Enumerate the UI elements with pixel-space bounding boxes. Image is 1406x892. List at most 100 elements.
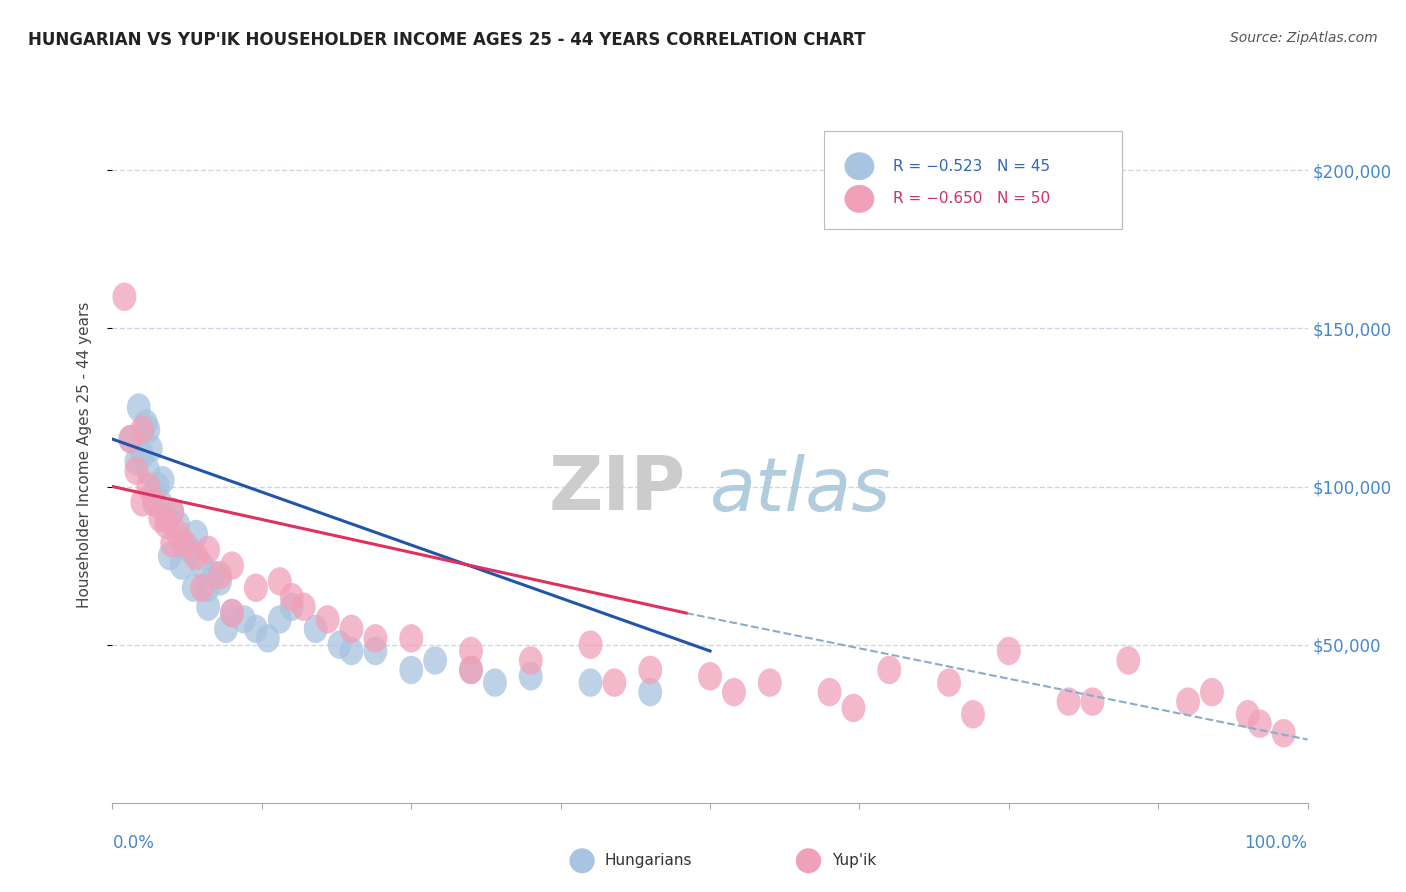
Ellipse shape [936,668,962,697]
Ellipse shape [1116,646,1140,674]
Ellipse shape [721,678,745,706]
Ellipse shape [170,551,194,580]
Ellipse shape [638,656,662,684]
Ellipse shape [190,551,214,580]
Ellipse shape [256,624,280,653]
Ellipse shape [1057,688,1080,715]
Ellipse shape [125,457,149,485]
Ellipse shape [399,624,423,653]
Ellipse shape [519,662,543,690]
Ellipse shape [179,535,202,564]
Text: 0.0%: 0.0% [112,834,155,852]
Ellipse shape [363,637,388,665]
Ellipse shape [155,510,179,539]
Ellipse shape [291,592,315,621]
Ellipse shape [267,567,292,596]
Ellipse shape [1080,688,1104,715]
Ellipse shape [197,574,219,602]
Ellipse shape [758,668,782,697]
Ellipse shape [280,583,304,612]
Ellipse shape [134,409,157,438]
Ellipse shape [340,615,363,643]
Ellipse shape [484,668,508,697]
Text: R = −0.523   N = 45: R = −0.523 N = 45 [893,159,1050,174]
Ellipse shape [208,567,232,596]
Ellipse shape [197,535,219,564]
Ellipse shape [190,574,214,602]
Ellipse shape [139,434,163,463]
Ellipse shape [149,488,172,516]
Ellipse shape [315,605,340,633]
Ellipse shape [136,457,160,485]
Ellipse shape [363,624,388,653]
Ellipse shape [160,498,184,526]
Ellipse shape [1249,709,1271,738]
Ellipse shape [166,520,190,549]
Ellipse shape [1236,700,1260,729]
Y-axis label: Householder Income Ages 25 - 44 years: Householder Income Ages 25 - 44 years [77,301,91,608]
Ellipse shape [267,605,292,633]
Ellipse shape [579,668,603,697]
Ellipse shape [131,488,155,516]
Ellipse shape [112,283,136,311]
Ellipse shape [166,510,190,539]
Ellipse shape [142,488,166,516]
Ellipse shape [219,599,245,627]
Ellipse shape [181,574,205,602]
Ellipse shape [845,153,875,180]
Ellipse shape [118,425,142,453]
Ellipse shape [579,631,603,659]
Ellipse shape [184,520,208,549]
Ellipse shape [197,592,219,621]
Ellipse shape [997,637,1021,665]
Ellipse shape [399,656,423,684]
Ellipse shape [172,529,195,558]
Text: atlas: atlas [710,454,891,525]
Ellipse shape [960,700,984,729]
Text: ZIP: ZIP [548,453,686,526]
Ellipse shape [150,466,174,494]
Ellipse shape [127,393,150,422]
Ellipse shape [245,615,269,643]
Ellipse shape [155,504,179,533]
Ellipse shape [136,416,160,444]
Ellipse shape [1271,719,1296,747]
Ellipse shape [160,498,184,526]
Ellipse shape [877,656,901,684]
Ellipse shape [149,504,172,533]
Ellipse shape [328,631,352,659]
Ellipse shape [172,529,195,558]
Text: HUNGARIAN VS YUP'IK HOUSEHOLDER INCOME AGES 25 - 44 YEARS CORRELATION CHART: HUNGARIAN VS YUP'IK HOUSEHOLDER INCOME A… [28,31,866,49]
Ellipse shape [1175,688,1201,715]
Ellipse shape [458,637,484,665]
Ellipse shape [219,551,245,580]
Ellipse shape [304,615,328,643]
Ellipse shape [125,447,149,475]
FancyBboxPatch shape [824,131,1122,229]
Ellipse shape [160,529,184,558]
Ellipse shape [219,599,245,627]
Ellipse shape [131,416,155,444]
Ellipse shape [818,678,841,706]
Ellipse shape [841,694,865,723]
Ellipse shape [519,646,543,674]
Ellipse shape [423,646,447,674]
Ellipse shape [340,637,363,665]
Ellipse shape [118,425,142,453]
Ellipse shape [458,656,484,684]
Ellipse shape [602,668,626,697]
Text: R = −0.650   N = 50: R = −0.650 N = 50 [893,192,1050,206]
Text: Hungarians: Hungarians [605,854,692,868]
Ellipse shape [1201,678,1223,706]
Ellipse shape [208,561,232,590]
Ellipse shape [280,592,304,621]
Ellipse shape [142,488,166,516]
Ellipse shape [638,678,662,706]
Ellipse shape [214,615,238,643]
Ellipse shape [131,441,155,469]
Ellipse shape [136,473,160,500]
Ellipse shape [146,473,170,500]
Ellipse shape [157,542,181,570]
Ellipse shape [142,479,166,508]
Ellipse shape [184,542,208,570]
